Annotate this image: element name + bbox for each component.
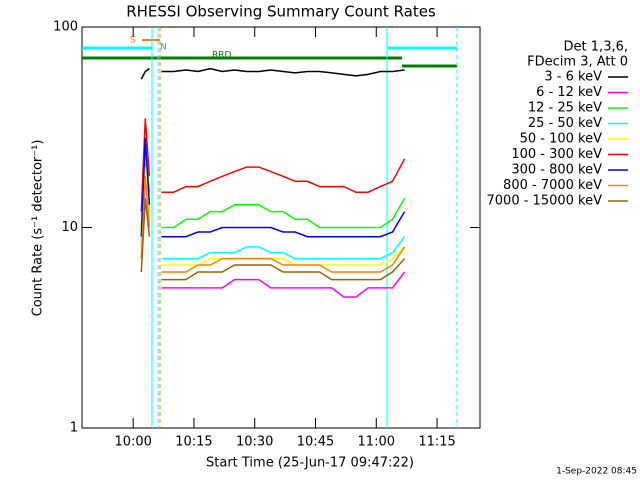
legend-label: 50 - 100 keV: [520, 132, 603, 147]
legend-label: 3 - 6 keV: [544, 70, 602, 85]
x-tick-label: 10:30: [236, 435, 273, 450]
series-line: [140, 67, 405, 80]
x-tick-label: 11:00: [358, 435, 395, 450]
series-line: [140, 167, 406, 298]
status-markers: S N RRD: [82, 27, 458, 428]
chart-title: RHESSI Observing Summary Count Rates: [126, 3, 436, 21]
series-line: [140, 198, 406, 281]
x-tick-label: 10:15: [175, 435, 212, 450]
series-line: [140, 137, 406, 238]
series-line: [140, 118, 406, 212]
legend-label: 25 - 50 keV: [528, 116, 602, 131]
x-tick-label: 10:45: [297, 435, 334, 450]
x-axis-label: Start Time (25-Jun-17 09:47:22): [206, 456, 414, 471]
x-tick-label: 10:00: [114, 435, 151, 450]
series-line: [140, 167, 406, 266]
y-tick-label: 10: [61, 220, 78, 235]
legend-label: 100 - 300 keV: [511, 147, 602, 162]
y-tick-label: 1: [70, 421, 78, 436]
y-tick-label: 100: [53, 20, 78, 35]
annotation: S: [130, 36, 136, 46]
footer: 1-Sep-2022 08:45: [556, 467, 637, 477]
annotation: N: [160, 43, 167, 53]
legend-label: 7000 - 15000 keV: [487, 194, 603, 209]
legend-label: 12 - 25 keV: [528, 101, 602, 116]
legend-header: FDecim 3, Att 0: [527, 55, 628, 70]
legend-header: Det 1,3,6,: [564, 40, 628, 55]
annotation: RRD: [212, 51, 232, 61]
series-line: [140, 147, 406, 229]
legend-label: 300 - 800 keV: [511, 163, 602, 178]
legend-label: 800 - 7000 keV: [503, 178, 602, 193]
series-line: [140, 176, 406, 273]
x-tick-label: 11:15: [418, 435, 455, 450]
y-axis-label: Count Rate (s⁻¹ detector⁻¹): [31, 140, 46, 317]
legend-label: 6 - 12 keV: [536, 85, 602, 100]
series-line: [140, 158, 406, 260]
